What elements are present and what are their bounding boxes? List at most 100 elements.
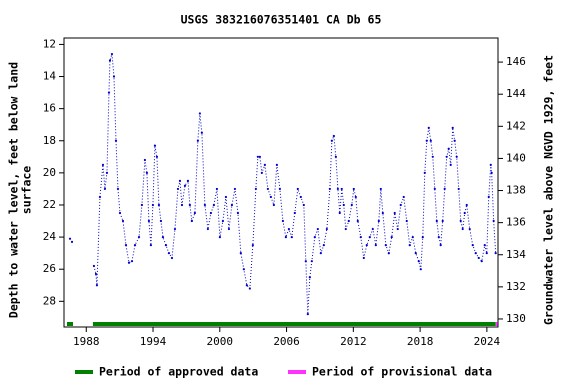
- data-point: [306, 313, 309, 316]
- data-point: [457, 187, 460, 191]
- data-point: [296, 187, 299, 191]
- data-point: [94, 272, 98, 276]
- data-point: [384, 244, 387, 247]
- x-tick-label: 2006: [273, 335, 300, 348]
- y2-tick-label: 136: [506, 216, 526, 229]
- data-point: [200, 131, 203, 134]
- y2-tick-label: 134: [506, 248, 526, 261]
- data-point: [258, 155, 261, 158]
- data-point: [344, 227, 347, 231]
- data-point: [224, 195, 228, 199]
- data-point: [290, 235, 293, 239]
- data-point: [275, 163, 278, 166]
- data-point: [143, 158, 147, 162]
- data-point: [443, 187, 446, 191]
- data-point: [411, 235, 414, 239]
- x-tick-label: 2000: [207, 335, 234, 348]
- data-point: [368, 235, 371, 239]
- data-point: [227, 227, 231, 231]
- x-tick-label: 2018: [407, 335, 434, 348]
- y-tick-label: 20: [43, 166, 56, 179]
- data-point: [140, 203, 143, 207]
- data-point: [215, 187, 219, 191]
- y-tick-label: 24: [43, 230, 57, 243]
- data-point: [260, 171, 263, 174]
- data-point: [487, 195, 490, 199]
- data-point: [161, 235, 165, 239]
- data-point: [203, 203, 206, 207]
- data-point: [304, 260, 307, 263]
- data-point: [108, 59, 112, 62]
- data-point: [230, 203, 234, 207]
- data-point: [92, 264, 96, 268]
- data-point: [193, 211, 196, 215]
- y2-tick-label: 132: [506, 280, 526, 293]
- data-point: [354, 195, 357, 199]
- y-tick-label: 16: [43, 102, 56, 115]
- data-point: [359, 235, 362, 239]
- data-point: [173, 227, 177, 231]
- data-point: [390, 235, 393, 239]
- y2-tick-label: 144: [506, 87, 526, 100]
- y-tick-label: 12: [43, 37, 56, 50]
- data-point: [463, 211, 466, 215]
- data-point: [374, 244, 377, 247]
- data-point: [269, 195, 272, 199]
- period-bar: [92, 322, 496, 326]
- x-tick-label: 2012: [340, 335, 367, 348]
- data-point: [485, 252, 488, 255]
- data-point: [325, 227, 328, 231]
- data-point: [167, 252, 171, 255]
- data-point: [468, 227, 471, 231]
- data-point: [176, 187, 180, 191]
- data-point: [427, 126, 430, 130]
- data-point: [188, 203, 191, 207]
- data-point: [112, 75, 116, 78]
- data-point: [350, 203, 353, 207]
- data-point: [68, 237, 72, 240]
- data-point: [133, 244, 137, 247]
- data-point: [127, 261, 131, 264]
- data-point: [338, 211, 341, 215]
- data-point: [153, 144, 157, 147]
- data-point: [474, 252, 477, 255]
- data-point: [449, 163, 452, 166]
- data-point: [256, 155, 259, 158]
- legend-label: Period of provisional data: [312, 365, 492, 379]
- data-point: [347, 219, 350, 223]
- data-point: [494, 252, 497, 255]
- data-point: [101, 163, 105, 166]
- period-bar: [495, 322, 498, 326]
- data-point: [266, 187, 269, 191]
- data-point: [159, 219, 163, 223]
- x-tick-label: 1988: [73, 335, 100, 348]
- data-point: [362, 256, 365, 260]
- x-tick-label: 1994: [140, 335, 167, 348]
- data-point: [308, 276, 311, 279]
- chart-title: USGS 383216076351401 CA Db 65: [181, 13, 382, 27]
- data-point: [433, 187, 436, 191]
- y2-tick-label: 146: [506, 55, 526, 68]
- data-point: [178, 179, 182, 182]
- data-point: [233, 187, 237, 191]
- data-point: [342, 203, 345, 207]
- data-point: [114, 139, 118, 142]
- data-point: [284, 235, 287, 239]
- data-point: [310, 260, 313, 263]
- data-point: [242, 268, 245, 271]
- data-point: [330, 139, 333, 142]
- data-point: [319, 252, 322, 255]
- y-tick-label: 22: [43, 198, 56, 211]
- data-point: [316, 227, 319, 231]
- period-bar: [67, 322, 74, 326]
- data-point: [445, 155, 448, 158]
- data-point: [483, 244, 486, 247]
- data-point: [421, 235, 424, 239]
- data-point: [209, 211, 212, 215]
- data-point: [437, 235, 440, 239]
- data-point: [402, 195, 405, 199]
- data-point: [425, 139, 428, 142]
- data-point: [118, 211, 122, 215]
- data-point: [278, 187, 281, 191]
- data-point: [272, 203, 275, 207]
